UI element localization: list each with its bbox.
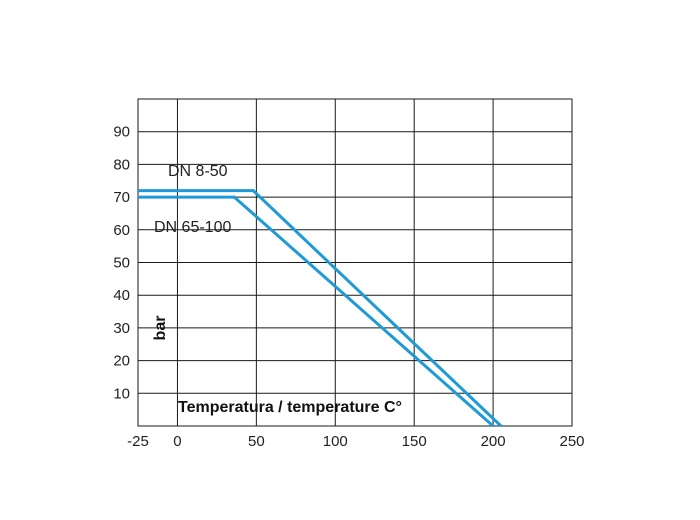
y-tick-label: 30 — [113, 320, 130, 337]
x-tick-label: 50 — [248, 433, 265, 450]
y-axis-title: bar — [152, 316, 169, 341]
series-label-dn-65-100: DN 65-100 — [154, 219, 231, 236]
series-line-dn-8-50 — [138, 189, 503, 428]
tick-labels: -25 0 50 100 150 200 250 10 20 30 40 50 60 70 80 90 — [113, 124, 584, 450]
x-tick-label: 100 — [323, 433, 348, 450]
y-tick-label: 80 — [113, 156, 130, 173]
x-tick-label: 250 — [559, 433, 584, 450]
y-tick-label: 60 — [113, 222, 130, 239]
series-line-dn-65-100 — [138, 195, 495, 428]
y-tick-label: 10 — [113, 385, 130, 402]
y-tick-label: 90 — [113, 124, 130, 141]
x-tick-label: 150 — [402, 433, 427, 450]
x-tick-label: 200 — [481, 433, 506, 450]
y-tick-label: 40 — [113, 287, 130, 304]
y-tick-label: 50 — [113, 255, 130, 272]
x-tick-label: -25 — [127, 433, 149, 450]
y-tick-label: 70 — [113, 189, 130, 206]
x-axis-title: Temperatura / temperature C° — [178, 399, 402, 416]
x-tick-label: 0 — [173, 433, 181, 450]
grid — [137, 98, 573, 427]
y-tick-label: 20 — [113, 353, 130, 370]
series-lines — [138, 189, 503, 428]
series-label-dn-8-50: DN 8-50 — [168, 163, 228, 180]
